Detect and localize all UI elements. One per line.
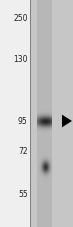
Text: 250: 250	[13, 14, 28, 23]
Text: 130: 130	[13, 54, 28, 64]
Text: 55: 55	[18, 190, 28, 199]
Polygon shape	[62, 115, 72, 128]
Text: 72: 72	[18, 146, 28, 155]
Text: 95: 95	[18, 117, 28, 126]
